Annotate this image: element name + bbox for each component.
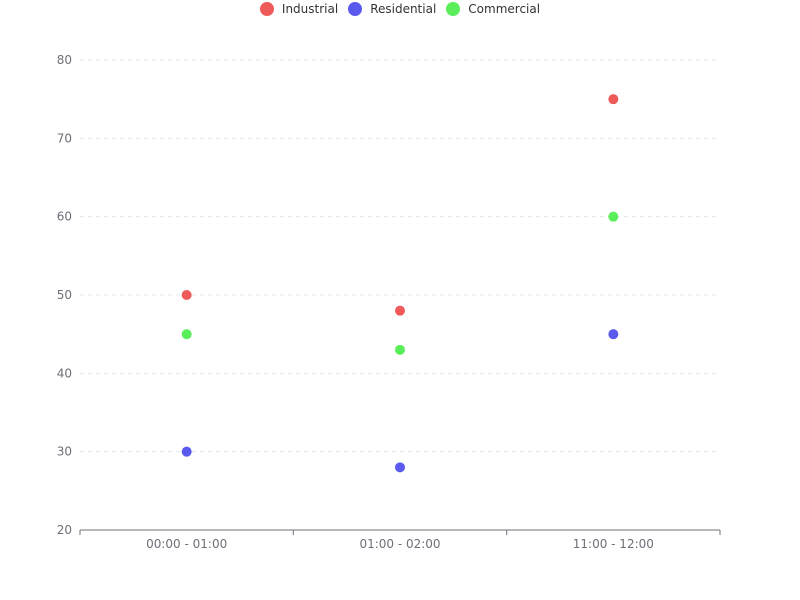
y-tick-label: 30 — [57, 445, 72, 459]
y-tick-label: 20 — [57, 523, 72, 537]
legend: Industrial Residential Commercial — [0, 2, 800, 16]
legend-label-residential: Residential — [370, 2, 437, 16]
y-tick-label: 40 — [57, 366, 72, 380]
data-point-industrial — [181, 290, 192, 300]
y-tick-label: 60 — [57, 210, 72, 224]
legend-swatch-industrial — [259, 2, 274, 16]
data-point-commercial — [608, 211, 619, 222]
data-point-industrial — [608, 94, 619, 105]
legend-item-industrial[interactable]: Industrial — [259, 2, 339, 16]
legend-label-industrial: Industrial — [281, 2, 339, 16]
data-point-commercial — [395, 344, 405, 355]
x-tick-label: 11:00 - 12:00 — [573, 537, 654, 551]
legend-label-commercial: Commercial — [468, 2, 541, 16]
data-point-residential — [395, 462, 405, 473]
x-tick-label: 01:00 - 02:00 — [359, 537, 440, 551]
y-tick-label: 70 — [57, 131, 72, 145]
x-tick-label: 00:00 - 01:00 — [146, 537, 227, 551]
data-point-residential — [608, 329, 619, 340]
data-point-residential — [181, 446, 192, 457]
legend-swatch-commercial — [446, 2, 461, 16]
legend-swatch-residential — [348, 2, 363, 16]
data-point-commercial — [181, 329, 192, 340]
legend-item-residential[interactable]: Residential — [348, 2, 436, 16]
y-tick-label: 80 — [57, 53, 72, 67]
data-point-industrial — [395, 305, 405, 316]
legend-item-commercial[interactable]: Commercial — [446, 2, 540, 16]
y-tick-label: 50 — [57, 288, 72, 302]
